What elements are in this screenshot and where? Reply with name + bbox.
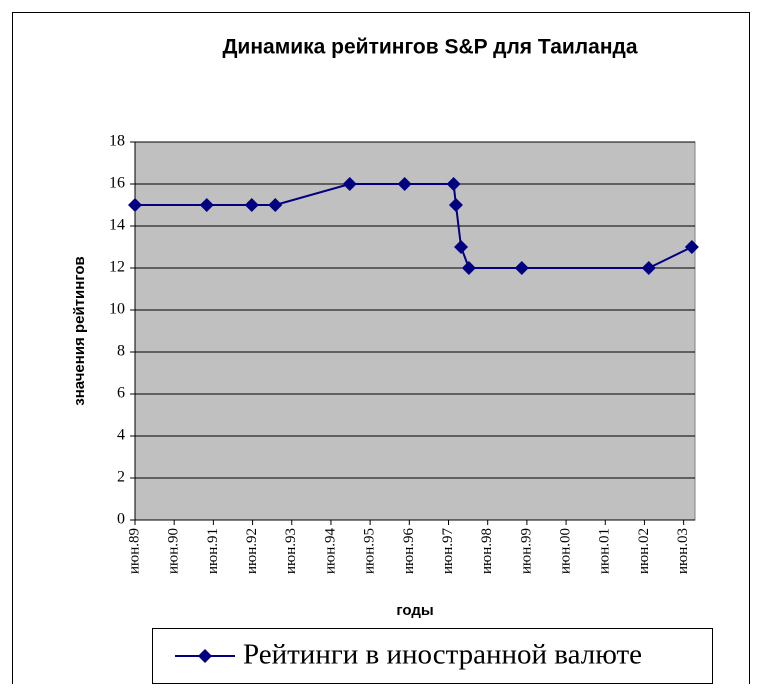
y-tick-label: 10 <box>109 301 125 318</box>
x-tick-label: июн.94 <box>322 528 338 575</box>
data-point <box>684 240 699 254</box>
data-point <box>397 177 412 191</box>
x-tick-label: июн.01 <box>597 528 613 574</box>
data-point <box>128 198 142 212</box>
data-point <box>446 177 461 191</box>
x-axis-label: годы <box>396 602 433 619</box>
x-tick-label: июн.96 <box>401 528 417 575</box>
legend-label: Рейтинги в иностранной валюте <box>243 639 642 671</box>
y-tick-label: 4 <box>117 427 125 444</box>
x-tick-label: июн.91 <box>205 528 221 574</box>
x-tick-label: июн.93 <box>283 528 299 574</box>
legend-box <box>152 628 713 684</box>
data-point <box>514 261 529 275</box>
data-point <box>641 261 656 275</box>
x-tick-label: июн.89 <box>126 528 142 574</box>
y-tick-label: 18 <box>109 133 125 150</box>
data-point <box>268 198 283 212</box>
data-point <box>448 198 463 212</box>
data-point <box>461 261 476 275</box>
y-tick-label: 14 <box>109 217 125 234</box>
chart-title: Динамика рейтингов S&P для Таиланда <box>222 36 637 59</box>
legend-marker <box>198 649 212 663</box>
data-point <box>342 177 357 191</box>
data-point <box>244 198 259 212</box>
y-axis-label: значения рейтингов <box>71 256 88 406</box>
x-tick-label: июн.98 <box>479 528 495 574</box>
x-tick-label: июн.02 <box>636 528 652 574</box>
y-tick-label: 6 <box>117 385 125 402</box>
x-tick-label: июн.00 <box>558 528 574 574</box>
x-tick-label: июн.95 <box>362 528 378 574</box>
x-tick-label: июн.97 <box>440 528 456 575</box>
y-tick-label: 16 <box>109 175 125 192</box>
y-tick-label: 12 <box>109 259 125 276</box>
x-tick-label: июн.92 <box>244 528 260 574</box>
data-point <box>454 240 469 254</box>
x-tick-label: июн.03 <box>675 528 691 574</box>
x-tick-label: июн.99 <box>518 528 534 574</box>
x-tick-label: июн.90 <box>166 528 182 574</box>
y-tick-label: 8 <box>117 343 125 360</box>
y-tick-label: 0 <box>117 511 125 528</box>
y-tick-label: 2 <box>117 469 125 486</box>
plot-area <box>134 141 696 521</box>
data-point <box>199 198 214 212</box>
